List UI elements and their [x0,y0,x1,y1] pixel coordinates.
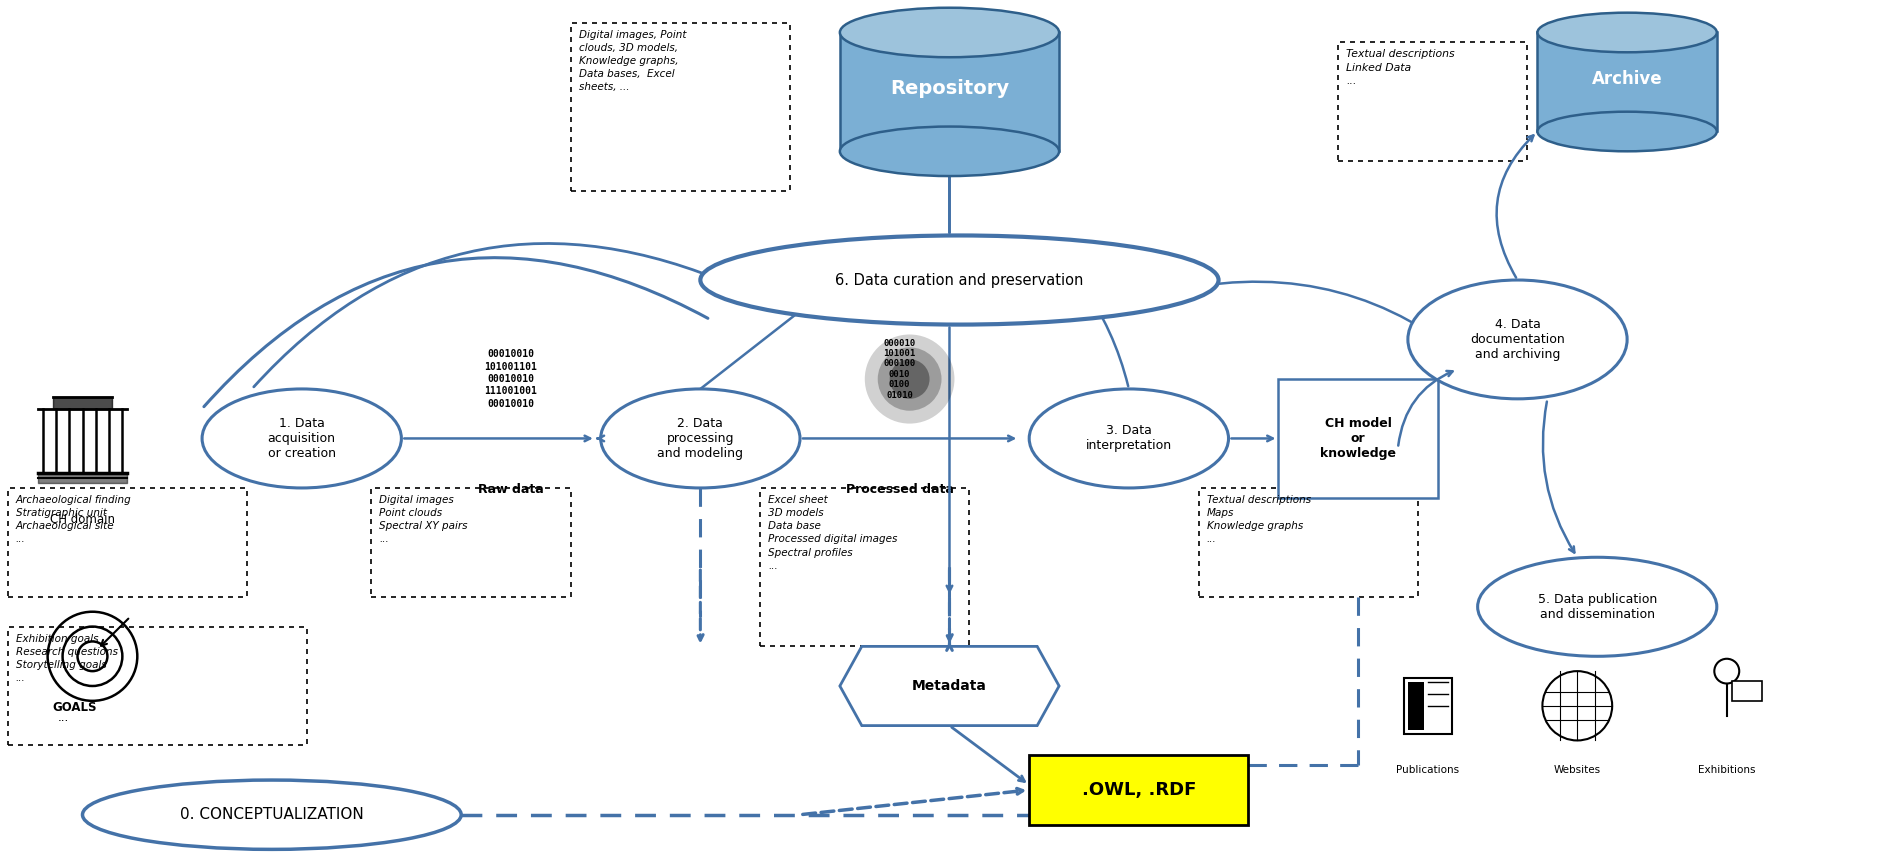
Circle shape [865,335,954,424]
Ellipse shape [83,780,461,850]
Text: 000010
101001
000100
0010
0100
01010: 000010 101001 000100 0010 0100 01010 [884,339,916,400]
Text: Archaeological finding
Stratigraphic unit
Archaeological site
...: Archaeological finding Stratigraphic uni… [15,495,132,544]
Circle shape [878,348,941,411]
Ellipse shape [841,127,1060,176]
Text: 0. CONCEPTUALIZATION: 0. CONCEPTUALIZATION [179,807,365,822]
Ellipse shape [1407,280,1626,399]
Ellipse shape [1538,13,1717,52]
Text: Excel sheet
3D models
Data base
Processed digital images
Spectral profiles
...: Excel sheet 3D models Data base Processe… [769,495,897,570]
Ellipse shape [841,8,1060,57]
Text: Digital images
Point clouds
Spectral XY pairs
...: Digital images Point clouds Spectral XY … [380,495,468,544]
Text: GOALS: GOALS [53,701,96,714]
Circle shape [890,359,929,399]
Text: Processed data: Processed data [846,483,954,496]
FancyBboxPatch shape [1200,488,1419,596]
Text: 6. Data curation and preservation: 6. Data curation and preservation [835,272,1084,288]
Text: Raw data: Raw data [478,483,544,496]
Ellipse shape [1477,557,1717,656]
Text: Digital images, Point
clouds, 3D models,
Knowledge graphs,
Data bases,  Excel
sh: Digital images, Point clouds, 3D models,… [578,29,686,92]
FancyBboxPatch shape [1337,42,1528,161]
Text: Metadata: Metadata [912,679,986,693]
Ellipse shape [601,389,801,488]
Ellipse shape [202,389,400,488]
Text: Archive: Archive [1592,70,1662,88]
Text: 00010010
101001101
00010010
111001001
00010010: 00010010 101001101 00010010 111001001 00… [485,349,538,409]
FancyBboxPatch shape [1732,681,1762,701]
Text: 5. Data publication
and dissemination: 5. Data publication and dissemination [1538,593,1657,621]
FancyBboxPatch shape [8,488,247,596]
Text: Textual descriptions
Linked Data
...: Textual descriptions Linked Data ... [1347,49,1455,86]
FancyBboxPatch shape [1404,678,1453,733]
FancyBboxPatch shape [759,488,969,647]
Ellipse shape [701,236,1218,324]
Text: 4. Data
documentation
and archiving: 4. Data documentation and archiving [1470,318,1564,361]
FancyBboxPatch shape [841,32,1060,152]
Text: Exhibitions: Exhibitions [1698,766,1755,775]
Text: Websites: Websites [1555,766,1600,775]
Text: CH domain: CH domain [49,512,115,525]
Ellipse shape [1538,112,1717,152]
Text: CH model
or
knowledge: CH model or knowledge [1320,417,1396,460]
Polygon shape [841,647,1060,726]
Text: 1. Data
acquisition
or creation: 1. Data acquisition or creation [268,417,336,460]
FancyBboxPatch shape [1030,755,1249,825]
FancyBboxPatch shape [1538,32,1717,132]
Text: Publications: Publications [1396,766,1460,775]
Text: 3. Data
interpretation: 3. Data interpretation [1086,425,1171,453]
FancyBboxPatch shape [1279,379,1438,498]
Text: Repository: Repository [890,80,1009,99]
Text: ...: ... [57,711,68,724]
Text: Textual descriptions
Maps
Knowledge graphs
...: Textual descriptions Maps Knowledge grap… [1207,495,1311,544]
Text: .OWL, .RDF: .OWL, .RDF [1082,781,1196,799]
Ellipse shape [1030,389,1228,488]
FancyBboxPatch shape [372,488,570,596]
Text: Exhibition goals
Research questions
Storytelling goals
...: Exhibition goals Research questions Stor… [15,634,117,683]
FancyBboxPatch shape [570,23,790,191]
Text: 2. Data
processing
and modeling: 2. Data processing and modeling [657,417,744,460]
FancyBboxPatch shape [8,627,306,746]
FancyBboxPatch shape [1407,682,1424,729]
